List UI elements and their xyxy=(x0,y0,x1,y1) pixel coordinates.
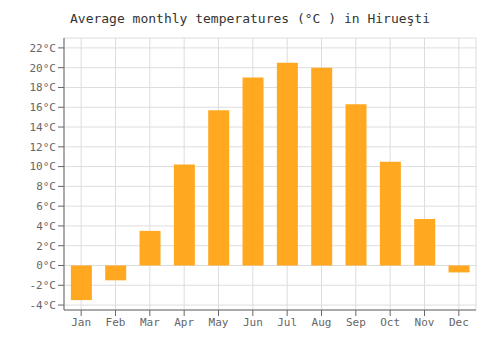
svg-text:Aug: Aug xyxy=(312,316,332,329)
svg-text:20°C: 20°C xyxy=(30,62,57,75)
html-text:Average monthly temperatures (: Average monthly temperatures (°C ) in Hi… xyxy=(70,11,430,26)
svg-text:-2°C: -2°C xyxy=(30,279,57,292)
svg-text:Jun: Jun xyxy=(243,316,263,329)
svg-text:Mar: Mar xyxy=(140,316,160,329)
svg-text:Jan: Jan xyxy=(71,316,91,329)
svg-text:0°C: 0°C xyxy=(36,259,56,272)
svg-text:Sep: Sep xyxy=(346,316,366,329)
svg-text:Feb: Feb xyxy=(106,316,126,329)
svg-text:Apr: Apr xyxy=(174,316,194,329)
svg-text:10°C: 10°C xyxy=(30,160,57,173)
svg-text:6°C: 6°C xyxy=(36,200,56,213)
svg-text:4°C: 4°C xyxy=(36,220,56,233)
svg-text:2°C: 2°C xyxy=(36,240,56,253)
svg-text:12°C: 12°C xyxy=(30,141,57,154)
svg-text:Dec: Dec xyxy=(449,316,469,329)
svg-text:16°C: 16°C xyxy=(30,101,57,114)
svg-text:18°C: 18°C xyxy=(30,81,57,94)
svg-text:May: May xyxy=(209,316,229,329)
svg-text:14°C: 14°C xyxy=(30,121,57,134)
svg-text:-4°C: -4°C xyxy=(30,299,57,312)
svg-text:22°C: 22°C xyxy=(30,42,57,55)
svg-text:Nov: Nov xyxy=(415,316,435,329)
svg-text:Oct: Oct xyxy=(380,316,400,329)
svg-text:8°C: 8°C xyxy=(36,180,56,193)
svg-text:Jul: Jul xyxy=(277,316,297,329)
